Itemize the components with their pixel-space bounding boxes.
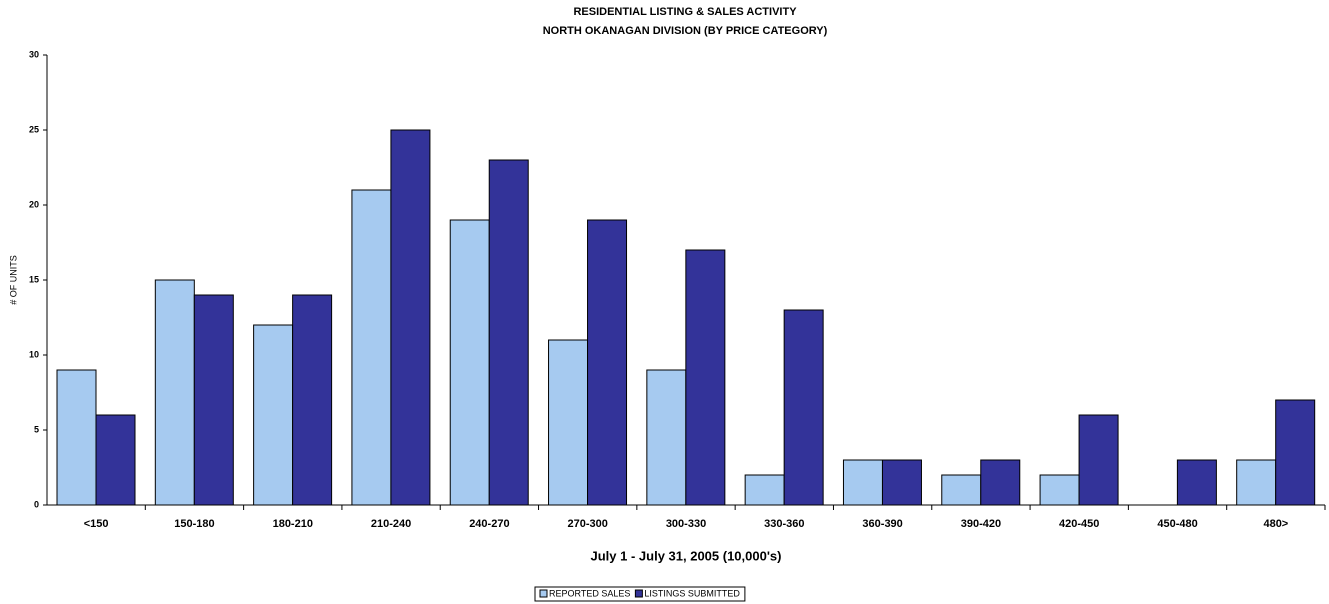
bar — [193, 294, 234, 506]
bar — [685, 249, 726, 506]
y-tick-label: 0 — [34, 499, 39, 509]
bar — [292, 294, 333, 506]
x-axis-label: July 1 - July 31, 2005 (10,000's) — [591, 548, 782, 563]
x-tick-label: 330-360 — [764, 518, 804, 530]
x-tick-label: 270-300 — [568, 518, 608, 530]
bar — [980, 459, 1021, 506]
bar — [95, 414, 136, 506]
y-tick-label: 20 — [29, 199, 39, 209]
y-tick-label: 30 — [29, 49, 39, 59]
bar — [783, 309, 824, 506]
y-axis-label: # OF UNITS — [8, 255, 18, 305]
x-tick-label: 360-390 — [862, 518, 902, 530]
y-tick-label: 5 — [34, 424, 39, 434]
y-tick-label: 10 — [29, 349, 39, 359]
x-tick-label: 390-420 — [961, 518, 1001, 530]
bar — [1039, 474, 1080, 506]
legend-swatch — [634, 589, 643, 598]
bar — [449, 219, 490, 506]
bar — [1236, 459, 1277, 506]
chart-subtitle: NORTH OKANAGAN DIVISION (BY PRICE CATEGO… — [543, 25, 828, 37]
bar — [253, 324, 294, 506]
x-tick-label: 240-270 — [469, 518, 509, 530]
bar — [1275, 399, 1316, 506]
bar — [1176, 459, 1217, 506]
bar — [56, 369, 97, 506]
legend-label: LISTINGS SUBMITTED — [644, 588, 740, 598]
legend-label: REPORTED SALES — [549, 588, 630, 598]
bar — [488, 159, 529, 506]
bar — [390, 129, 431, 506]
legend-swatch — [539, 589, 548, 598]
bar — [646, 369, 687, 506]
y-tick-label: 25 — [29, 124, 39, 134]
x-tick-label: 210-240 — [371, 518, 411, 530]
bar — [842, 459, 883, 506]
bar — [1078, 414, 1119, 506]
legend: REPORTED SALES LISTINGS SUBMITTED — [534, 586, 746, 602]
bar — [881, 459, 922, 506]
x-tick-label: 480> — [1263, 518, 1288, 530]
x-tick-label: <150 — [84, 518, 109, 530]
x-tick-label: 420-450 — [1059, 518, 1099, 530]
y-tick-label: 15 — [29, 274, 39, 284]
x-tick-label: 300-330 — [666, 518, 706, 530]
bar — [351, 189, 392, 506]
x-tick-label: 450-480 — [1157, 518, 1197, 530]
bar — [154, 279, 195, 506]
bar — [941, 474, 982, 506]
bar — [744, 474, 785, 506]
x-tick-label: 150-180 — [174, 518, 214, 530]
x-tick-label: 180-210 — [273, 518, 313, 530]
bar — [587, 219, 628, 506]
bar — [548, 339, 589, 506]
chart-title: RESIDENTIAL LISTING & SALES ACTIVITY — [573, 6, 797, 18]
